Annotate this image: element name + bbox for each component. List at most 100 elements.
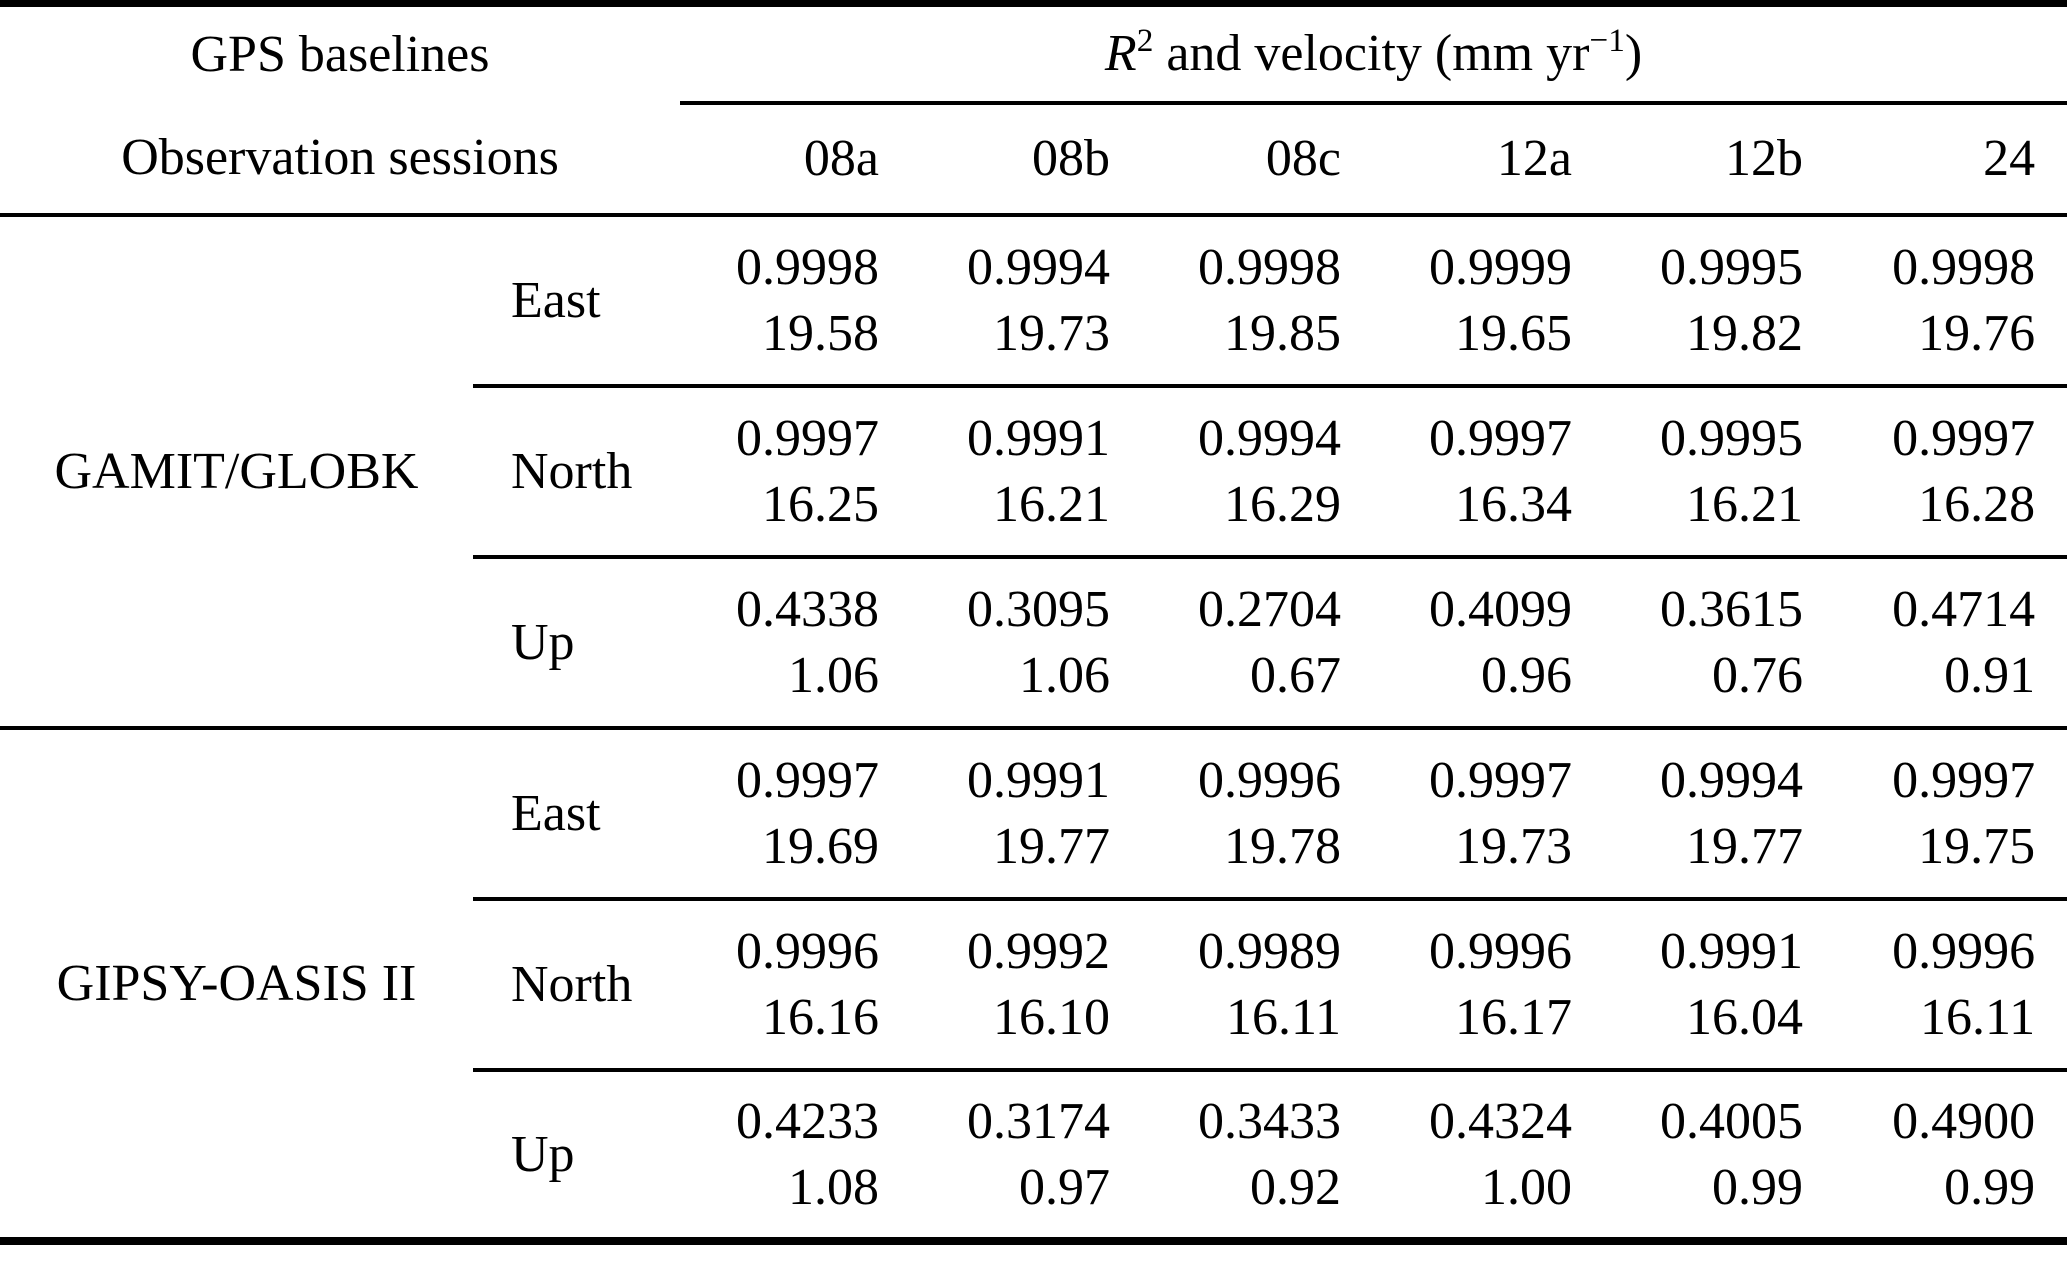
velocity-value: 16.21 [993, 475, 1111, 533]
velocity-value: 19.75 [1918, 817, 2036, 875]
velocity-value: 16.34 [1455, 475, 1573, 533]
r2-value: 0.9998 [1198, 238, 1342, 296]
data-cell: 0.9998 19.58 [680, 215, 912, 388]
velocity-value: 0.96 [1481, 646, 1573, 704]
velocity-value: 19.73 [1455, 817, 1573, 875]
r2-value: 0.9995 [1660, 238, 1804, 296]
left-header-cell: GPS baselines Observation sessions [0, 3, 681, 217]
direction-label-east: East [473, 728, 681, 901]
data-cell: 0.9991 16.04 [1604, 899, 1836, 1072]
r2-value: 0.9997 [1429, 751, 1573, 809]
data-cell: 0.9991 19.77 [911, 728, 1143, 901]
data-cell: 0.9991 16.21 [911, 386, 1143, 559]
r2-value: 0.9997 [736, 751, 880, 809]
session-header-12b: 12b [1604, 102, 1836, 218]
velocity-value: 19.77 [993, 817, 1111, 875]
velocity-value: 1.06 [1019, 646, 1111, 704]
direction-label-north: North [473, 386, 681, 559]
data-cell: 0.9996 16.17 [1373, 899, 1605, 1072]
session-header-08b: 08b [911, 102, 1143, 218]
data-cell: 0.2704 0.67 [1142, 557, 1374, 730]
data-cell: 0.9997 19.69 [680, 728, 912, 901]
data-cell: 0.9992 16.10 [911, 899, 1143, 1072]
r2-value: 0.4338 [736, 580, 880, 638]
group-label-gipsy-oasis: GIPSY-OASIS II [56, 955, 417, 1012]
r2-value: 0.2704 [1198, 580, 1342, 638]
r2-value: 0.4233 [736, 1092, 880, 1150]
r2-value: 0.9996 [1892, 922, 2036, 980]
velocity-value: 0.97 [1019, 1158, 1111, 1216]
value-header-close: ) [1624, 25, 1643, 83]
data-cell: 0.3095 1.06 [911, 557, 1143, 730]
velocity-value: 19.69 [762, 817, 880, 875]
velocity-value: 19.82 [1686, 304, 1804, 362]
data-cell: 0.4714 0.91 [1835, 557, 2067, 730]
r2-value: 0.4714 [1892, 580, 2036, 638]
data-cell: 0.9996 19.78 [1142, 728, 1374, 901]
r2-value: 0.3433 [1198, 1092, 1342, 1150]
r2-value: 0.9996 [1198, 751, 1342, 809]
session-header-08c: 08c [1142, 102, 1374, 218]
value-header-text: and velocity (mm yr [1153, 25, 1590, 83]
data-cell: 0.3174 0.97 [911, 1070, 1142, 1241]
r2-value: 0.9997 [1892, 751, 2036, 809]
header-row-2: 08a 08b 08c 12a 12b 24 [0, 102, 2067, 218]
data-cell: 0.9994 19.77 [1604, 728, 1836, 901]
data-cell: 0.9997 19.73 [1373, 728, 1605, 901]
velocity-value: 16.21 [1686, 475, 1804, 533]
r-exponent: 2 [1136, 22, 1154, 60]
r2-value: 0.9996 [1429, 922, 1573, 980]
velocity-value: 1.08 [788, 1158, 880, 1216]
data-cell: 0.4324 1.00 [1373, 1070, 1604, 1241]
velocity-value: 0.67 [1250, 646, 1342, 704]
session-header-24: 24 [1835, 102, 2067, 218]
r2-value: 0.3095 [967, 580, 1111, 638]
table-row-gamit-north: North 0.9997 16.25 0.9991 16.21 0.9994 16.2… [0, 386, 2067, 559]
r2-value: 0.9996 [736, 922, 880, 980]
gps-baselines-label: GPS baselines [190, 26, 490, 83]
r2-value: 0.9998 [1892, 238, 2036, 296]
data-cell: 0.3433 0.92 [1142, 1070, 1373, 1241]
velocity-value: 19.85 [1224, 304, 1342, 362]
velocity-value: 16.10 [993, 988, 1111, 1046]
data-cell: 0.4005 0.99 [1604, 1070, 1835, 1241]
r2-value: 0.9992 [967, 922, 1111, 980]
velocity-value: 0.76 [1712, 646, 1804, 704]
data-cell: 0.4233 1.08 [680, 1070, 911, 1241]
data-cell: 0.9994 16.29 [1142, 386, 1374, 559]
velocity-value: 19.76 [1918, 304, 2036, 362]
velocity-value: 1.00 [1481, 1158, 1573, 1216]
velocity-value: 16.25 [762, 475, 880, 533]
r2-value: 0.4005 [1660, 1092, 1804, 1150]
data-cell: 0.9997 16.34 [1373, 386, 1605, 559]
r-symbol: R [1104, 25, 1137, 83]
r2-value: 0.4099 [1429, 580, 1573, 638]
velocity-value: 16.29 [1224, 475, 1342, 533]
data-cell: 0.4900 0.99 [1835, 1070, 2067, 1241]
session-header-08a: 08a [680, 102, 912, 218]
data-cell: 0.9994 19.73 [911, 215, 1143, 388]
velocity-value: 0.99 [1712, 1158, 1804, 1216]
velocity-value: 19.77 [1686, 817, 1804, 875]
velocity-value: 19.78 [1224, 817, 1342, 875]
r2-value: 0.9999 [1429, 238, 1573, 296]
velocity-value: 0.91 [1944, 646, 2036, 704]
data-cell: 0.9997 19.75 [1835, 728, 2067, 901]
r2-value: 0.9997 [1892, 409, 2036, 467]
r2-value: 0.9995 [1660, 409, 1804, 467]
data-cell: 0.9999 19.65 [1373, 215, 1605, 388]
data-cell: 0.9998 19.76 [1835, 215, 2067, 388]
velocity-value: 19.73 [993, 304, 1111, 362]
table-row-gamit-up: Up 0.4338 1.06 0.3095 1.06 0.2704 0.67 0.40… [0, 557, 2067, 730]
velocity-value: 16.16 [762, 988, 880, 1046]
data-cell: 0.4099 0.96 [1373, 557, 1605, 730]
velocity-value: 0.92 [1250, 1158, 1342, 1216]
r2-value: 0.9991 [1660, 922, 1804, 980]
data-cell: 0.3615 0.76 [1604, 557, 1836, 730]
data-cell: 0.9989 16.11 [1142, 899, 1374, 1072]
velocity-value: 16.28 [1918, 475, 2036, 533]
table-row-gipsy-east: GIPSY-OASIS II East 0.9997 19.69 0.9991 19… [0, 728, 2067, 1012]
r2-value: 0.9994 [967, 238, 1111, 296]
session-header-12a: 12a [1373, 102, 1605, 218]
